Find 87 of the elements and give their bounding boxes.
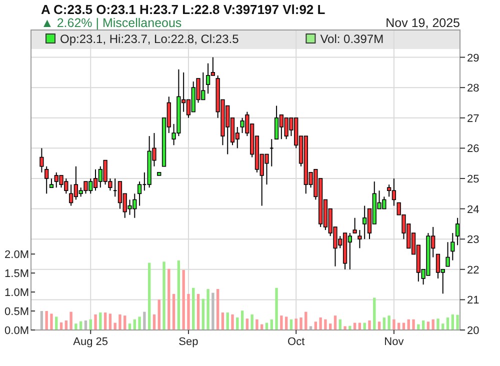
bar [300, 317, 302, 330]
bar [168, 268, 170, 330]
candlestick [358, 230, 362, 249]
bar [284, 316, 288, 330]
bar [172, 294, 176, 330]
bar [206, 288, 210, 330]
y-tick-label: 22 [467, 264, 480, 276]
bar [334, 316, 337, 330]
bar [344, 326, 346, 330]
bar [55, 316, 58, 330]
legend-label: Vol: 0.397M [320, 32, 384, 46]
bar [118, 314, 122, 330]
y-tick-label: 20 [467, 325, 480, 337]
x-tick-label: Oct [288, 336, 305, 348]
bar [388, 316, 390, 330]
bar [240, 310, 244, 330]
x-tick-label: Aug 25 [73, 336, 108, 348]
bar [392, 319, 396, 330]
bar [319, 317, 322, 330]
bar [368, 320, 371, 330]
bar [202, 298, 204, 330]
y2-tick-label: 1.0M [4, 287, 29, 300]
bar [104, 312, 107, 330]
y2-tick-label: 1.5M [4, 268, 29, 280]
bar [138, 316, 141, 330]
y2-tick-label: 0.0M [4, 325, 29, 337]
y-tick-label: 27 [467, 112, 480, 125]
bar [231, 314, 234, 330]
bar [432, 319, 434, 330]
candlestick [40, 148, 44, 173]
chart-subtitle: ▲ 2.62% | Miscellaneous [41, 16, 182, 30]
bar [216, 288, 220, 330]
y2-tick-label: 2.0M [4, 249, 29, 262]
bar [412, 319, 415, 330]
bar [74, 324, 78, 330]
candlestick [455, 217, 460, 246]
bar [192, 288, 195, 330]
bar [280, 316, 283, 330]
bar [275, 288, 278, 330]
x-tick-label: Sep [178, 336, 198, 348]
candlestick [137, 181, 142, 206]
text: Nov 19, 2025 [386, 16, 460, 30]
bar [143, 312, 146, 330]
bar [250, 314, 254, 330]
candlestick [450, 232, 455, 261]
bar [94, 314, 97, 330]
y-tick-label: 21 [467, 294, 480, 307]
bar [45, 311, 48, 330]
bar [124, 316, 126, 330]
x-tick-label: Nov [384, 336, 404, 348]
bar [158, 300, 160, 330]
candlestick [446, 242, 450, 267]
bar [436, 318, 440, 330]
bar [221, 312, 224, 330]
y-tick-label: 29 [467, 52, 480, 64]
bar [417, 324, 420, 330]
bar [177, 260, 180, 330]
bar [40, 311, 44, 330]
bar [226, 312, 229, 330]
y-tick-label: 23 [467, 234, 480, 246]
bar [212, 292, 214, 330]
bar [99, 312, 102, 330]
legend-label: Op:23.1, Hi:23.7, Lo:22.8, Cl:23.5 [60, 32, 240, 46]
y-tick-label: 26 [467, 143, 480, 156]
y-tick-label: 24 [467, 204, 480, 216]
bar [373, 298, 376, 330]
bar [196, 294, 200, 330]
chart-title: A C:23.5 O:23.1 H:23.7 L:22.8 V:397197 Vl:92 L [41, 2, 326, 17]
bar [50, 314, 53, 330]
y-tick-label: 28 [467, 82, 480, 95]
bar [148, 262, 151, 330]
y2-tick-label: 0.5M [4, 306, 29, 318]
bar [456, 314, 459, 330]
candlestick [44, 166, 49, 194]
y-tick-label: 25 [467, 173, 480, 186]
bar [324, 319, 327, 330]
bar [162, 262, 166, 330]
candlestick [49, 178, 54, 188]
bar [256, 319, 258, 330]
bar [114, 322, 116, 330]
bar [182, 270, 185, 330]
candlestick [352, 217, 357, 234]
bar [187, 294, 190, 330]
candlestick [269, 138, 274, 167]
bar [348, 326, 352, 330]
bar [70, 312, 72, 330]
bar [108, 314, 112, 330]
